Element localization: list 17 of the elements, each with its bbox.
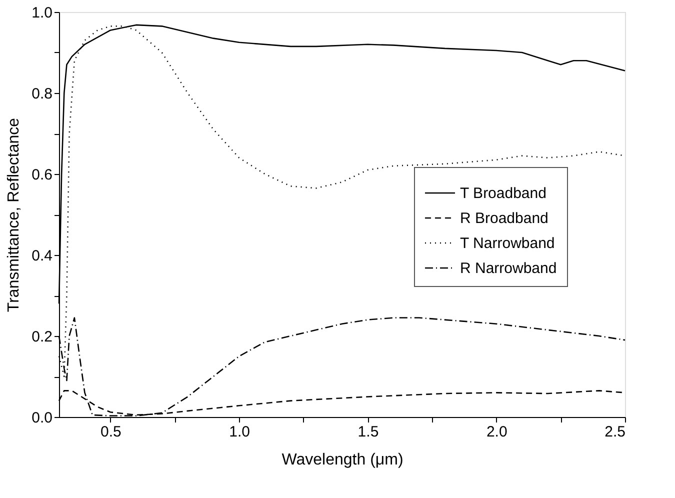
y-tick-label: 0.4: [32, 248, 52, 264]
legend-label: R Narrowband: [460, 260, 557, 277]
y-tick-label: 0.2: [32, 328, 52, 346]
y-tick-label: 1.0: [32, 4, 52, 22]
y-axis-title: Transmittance, Reflectance: [6, 118, 23, 312]
x-tick-label: 2.0: [486, 424, 508, 440]
y-tick-label: 0.0: [32, 410, 52, 426]
y-tick-label: 0.8: [32, 86, 52, 102]
x-tick-label: 1.5: [358, 424, 379, 440]
y-tick-label: 0.6: [32, 166, 52, 184]
x-tick-label: 2.5: [604, 424, 626, 440]
x-axis-title: Wavelength (μm): [282, 452, 404, 468]
legend-label: T Broadband: [460, 185, 546, 202]
x-tick-label: 1.0: [229, 424, 250, 440]
legend-label: R Broadband: [460, 210, 548, 227]
x-tick-label: 0.5: [100, 424, 122, 440]
legend-label: T Narrowband: [460, 235, 555, 252]
